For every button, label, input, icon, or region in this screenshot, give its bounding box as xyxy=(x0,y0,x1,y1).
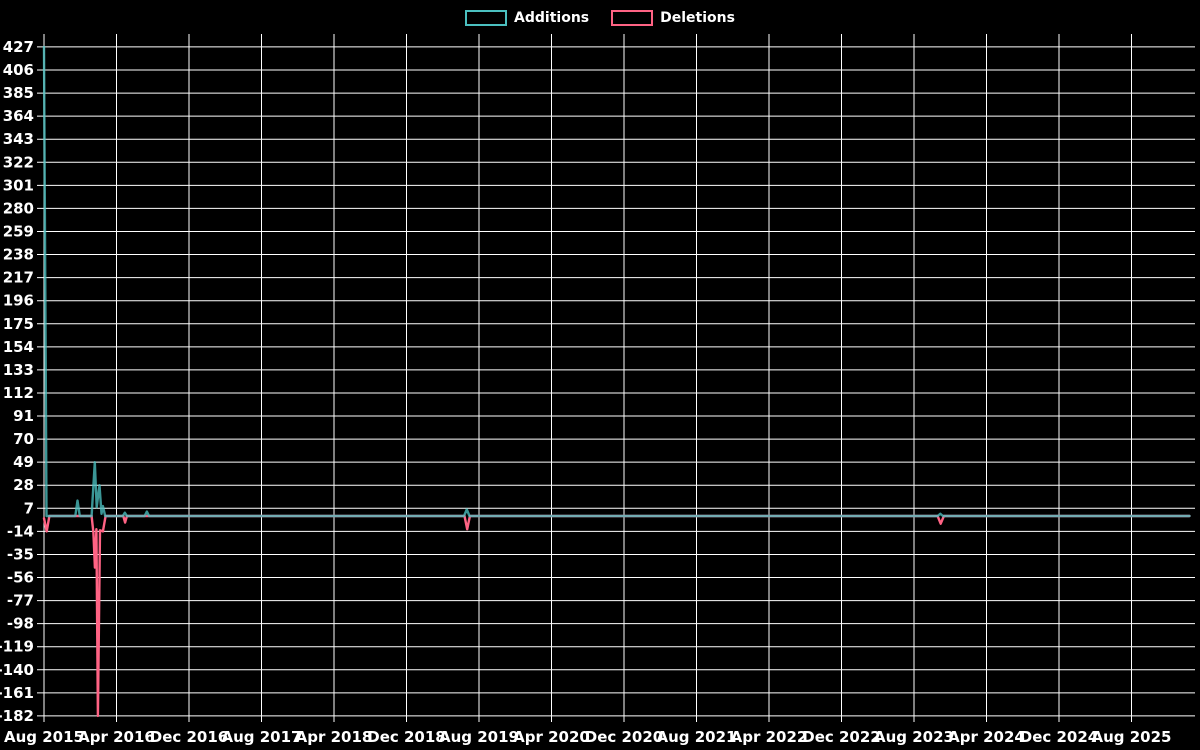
x-tick-label: Dec 2018 xyxy=(367,728,446,746)
additions-swatch-icon xyxy=(465,10,508,26)
y-tick-label: -161 xyxy=(0,684,34,702)
deletions-swatch-icon xyxy=(611,10,654,26)
y-tick-label: 196 xyxy=(3,292,34,310)
y-tick-label: 217 xyxy=(3,269,34,287)
x-tick-label: Apr 2022 xyxy=(731,728,808,746)
y-tick-label: 427 xyxy=(3,38,34,56)
y-tick-label: -140 xyxy=(0,661,34,679)
y-tick-label: 154 xyxy=(3,338,34,356)
x-tick-label: Apr 2020 xyxy=(513,728,590,746)
x-tick-label: Dec 2020 xyxy=(585,728,664,746)
deletions-line xyxy=(42,514,1191,718)
x-tick-label: Aug 2015 xyxy=(4,728,84,746)
vertical-gridlines xyxy=(43,34,1132,722)
y-tick-label: 364 xyxy=(3,107,34,125)
x-tick-label: Dec 2024 xyxy=(1020,728,1099,746)
y-tick-label: 70 xyxy=(13,430,34,448)
y-tick-label: 175 xyxy=(3,315,34,333)
y-axis-labels: 427 406 385 364 343 322 301 280 259 238 217 196 175 1… xyxy=(0,38,34,725)
y-tick-label: 280 xyxy=(3,199,34,217)
y-tick-label: 322 xyxy=(3,153,34,171)
x-tick-label: Aug 2023 xyxy=(874,728,954,746)
y-tick-label: 112 xyxy=(3,384,34,402)
y-tick-label: -35 xyxy=(7,545,34,563)
chart-legend: Additions Deletions xyxy=(0,8,1200,28)
x-tick-label: Dec 2016 xyxy=(150,728,229,746)
y-tick-label: 133 xyxy=(3,361,34,379)
series-lines xyxy=(42,45,1191,718)
y-tick-label: -98 xyxy=(7,615,34,633)
y-tick-label: 28 xyxy=(13,476,34,494)
additions-line xyxy=(42,45,1191,518)
y-tick-label: 301 xyxy=(3,176,34,194)
x-tick-label: Aug 2019 xyxy=(439,728,519,746)
legend-item-deletions[interactable]: Deletions xyxy=(611,10,735,26)
x-tick-label: Aug 2017 xyxy=(222,728,302,746)
x-tick-label: Aug 2021 xyxy=(657,728,737,746)
y-tick-label: -77 xyxy=(7,592,34,610)
legend-label-deletions: Deletions xyxy=(660,10,735,26)
horizontal-gridlines xyxy=(37,46,1195,717)
y-tick-label: 385 xyxy=(3,84,34,102)
y-tick-label: -182 xyxy=(0,707,34,725)
x-tick-label: Apr 2018 xyxy=(296,728,373,746)
x-tick-label: Dec 2022 xyxy=(802,728,881,746)
legend-label-additions: Additions xyxy=(514,10,590,26)
y-tick-label: -14 xyxy=(7,522,34,540)
y-tick-label: 238 xyxy=(3,246,34,264)
y-tick-label: 406 xyxy=(3,61,34,79)
legend-item-additions[interactable]: Additions xyxy=(465,10,589,26)
x-tick-label: Apr 2016 xyxy=(78,728,155,746)
x-tick-label: Apr 2024 xyxy=(948,728,1025,746)
x-tick-label: Aug 2025 xyxy=(1092,728,1172,746)
y-tick-label: 49 xyxy=(13,453,34,471)
y-tick-label: -56 xyxy=(7,569,34,587)
y-tick-label: 343 xyxy=(3,130,34,148)
y-tick-label: 7 xyxy=(24,499,34,517)
y-tick-label: 91 xyxy=(13,407,34,425)
y-tick-label: 259 xyxy=(3,222,34,240)
y-tick-label: -119 xyxy=(0,638,34,656)
